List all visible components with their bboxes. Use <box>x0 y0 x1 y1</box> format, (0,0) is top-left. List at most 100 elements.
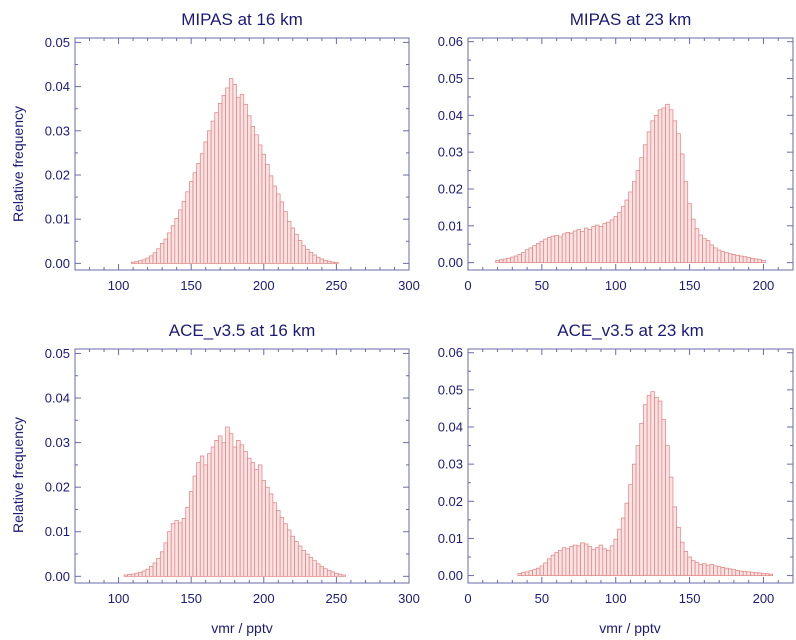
histogram-bar <box>174 217 179 264</box>
histogram-bar <box>713 247 718 263</box>
histogram-bar <box>163 238 168 264</box>
histogram-bar <box>528 247 533 263</box>
histogram-bar <box>591 226 596 263</box>
histogram-bar <box>558 236 563 263</box>
y-tick-label: 0.01 <box>438 531 463 546</box>
histogram-bar <box>635 170 641 263</box>
histogram-bar <box>185 191 190 264</box>
y-tick-label: 0.03 <box>45 123 70 138</box>
histogram-bar <box>145 257 150 264</box>
histogram-bar <box>554 552 559 576</box>
histogram-bar <box>297 545 303 577</box>
y-tick-label: 0.03 <box>438 145 463 160</box>
x-tick-label: 100 <box>605 278 627 293</box>
y-tick-label: 0.03 <box>438 457 463 472</box>
x-tick-label: 200 <box>753 278 775 293</box>
histogram-bar <box>279 517 285 577</box>
histogram-bar <box>192 475 197 577</box>
histogram-bar <box>178 522 183 577</box>
histogram-bar <box>757 259 762 263</box>
y-tick-label: 0.00 <box>438 255 463 270</box>
histogram-bar <box>159 551 165 577</box>
histogram-bar <box>152 252 158 264</box>
histogram-bar <box>506 257 511 263</box>
histogram-bar <box>639 157 644 263</box>
histogram-bar <box>539 565 545 576</box>
x-tick-label: 100 <box>108 591 130 606</box>
histogram-bar <box>210 120 216 264</box>
histogram-bar <box>595 547 600 576</box>
histogram-bar <box>554 235 559 263</box>
histogram-bar <box>569 546 574 576</box>
histogram-bar <box>595 224 600 263</box>
histogram-bar <box>668 476 674 576</box>
histogram-bar <box>572 230 578 263</box>
histogram-bar <box>130 573 136 577</box>
histogram-bar <box>189 491 194 577</box>
histogram-bar <box>517 572 522 576</box>
histogram-bar <box>764 573 770 576</box>
histogram-bar <box>691 560 696 576</box>
x-tick-label: 100 <box>108 278 130 293</box>
ylabel-bottom: Relative frequency <box>10 417 26 533</box>
ylabel-top: Relative frequency <box>10 106 26 222</box>
y-tick-label: 0.02 <box>45 480 70 495</box>
x-tick-label: 50 <box>535 591 549 606</box>
y-tick-label: 0.00 <box>438 568 463 583</box>
histogram-bar <box>687 203 692 263</box>
y-tick-label: 0.04 <box>45 391 70 406</box>
histogram-bar <box>326 570 332 577</box>
histogram-bar <box>149 566 154 577</box>
y-tick-label: 0.02 <box>438 181 463 196</box>
histogram-bar <box>768 573 774 576</box>
histogram-bar <box>680 541 685 576</box>
histogram-bar <box>691 218 696 263</box>
histogram-bar <box>305 553 310 577</box>
histogram-bar <box>232 446 237 577</box>
histogram-bar <box>268 493 274 577</box>
histogram-bar <box>565 232 570 263</box>
histogram-bar <box>761 572 766 576</box>
histogram-bar <box>550 554 556 576</box>
histogram-bar <box>330 261 335 264</box>
histogram-bar <box>250 462 256 577</box>
histogram-bar <box>236 97 241 264</box>
histogram-bar <box>276 193 281 264</box>
histogram-bar <box>272 502 277 577</box>
y-tick-label: 0.03 <box>45 435 70 450</box>
histogram-bar <box>521 251 526 263</box>
histogram-bar <box>495 260 500 263</box>
histogram-bar <box>145 568 150 577</box>
histogram-bar <box>218 103 223 264</box>
histogram-bar <box>308 557 314 577</box>
histogram-bar <box>521 572 526 576</box>
histogram-bar <box>312 254 317 264</box>
histogram-bar <box>323 259 328 264</box>
y-tick-label: 0.05 <box>45 346 70 361</box>
histogram-bar <box>524 571 530 576</box>
histogram-bar <box>580 542 585 576</box>
histogram-bar <box>268 175 274 264</box>
histogram-bar <box>239 444 245 577</box>
histogram-bar <box>138 571 143 577</box>
x-tick-label: 0 <box>464 591 471 606</box>
histogram-bar <box>746 257 751 263</box>
histogram-bar <box>225 426 230 577</box>
histogram-bar <box>624 199 630 263</box>
histogram-bar <box>698 234 703 263</box>
x-tick-label: 150 <box>180 278 202 293</box>
histogram-bar <box>628 484 633 576</box>
histogram-bar <box>680 153 685 263</box>
histogram-bar <box>609 545 615 576</box>
histogram-bar <box>654 396 659 576</box>
histogram-bar <box>550 235 556 263</box>
x-tick-label: 200 <box>253 591 275 606</box>
histogram-bar <box>265 164 270 264</box>
histogram-bar <box>620 517 626 576</box>
histogram-bar <box>185 506 190 577</box>
histogram-bar <box>323 568 328 577</box>
y-tick-label: 0.01 <box>438 218 463 233</box>
histogram-bar <box>753 258 759 263</box>
panel-mipas-23km: MIPAS at 23 km 0 50 100 150 200 0.00 0.01 0.02 0.… <box>438 10 794 293</box>
